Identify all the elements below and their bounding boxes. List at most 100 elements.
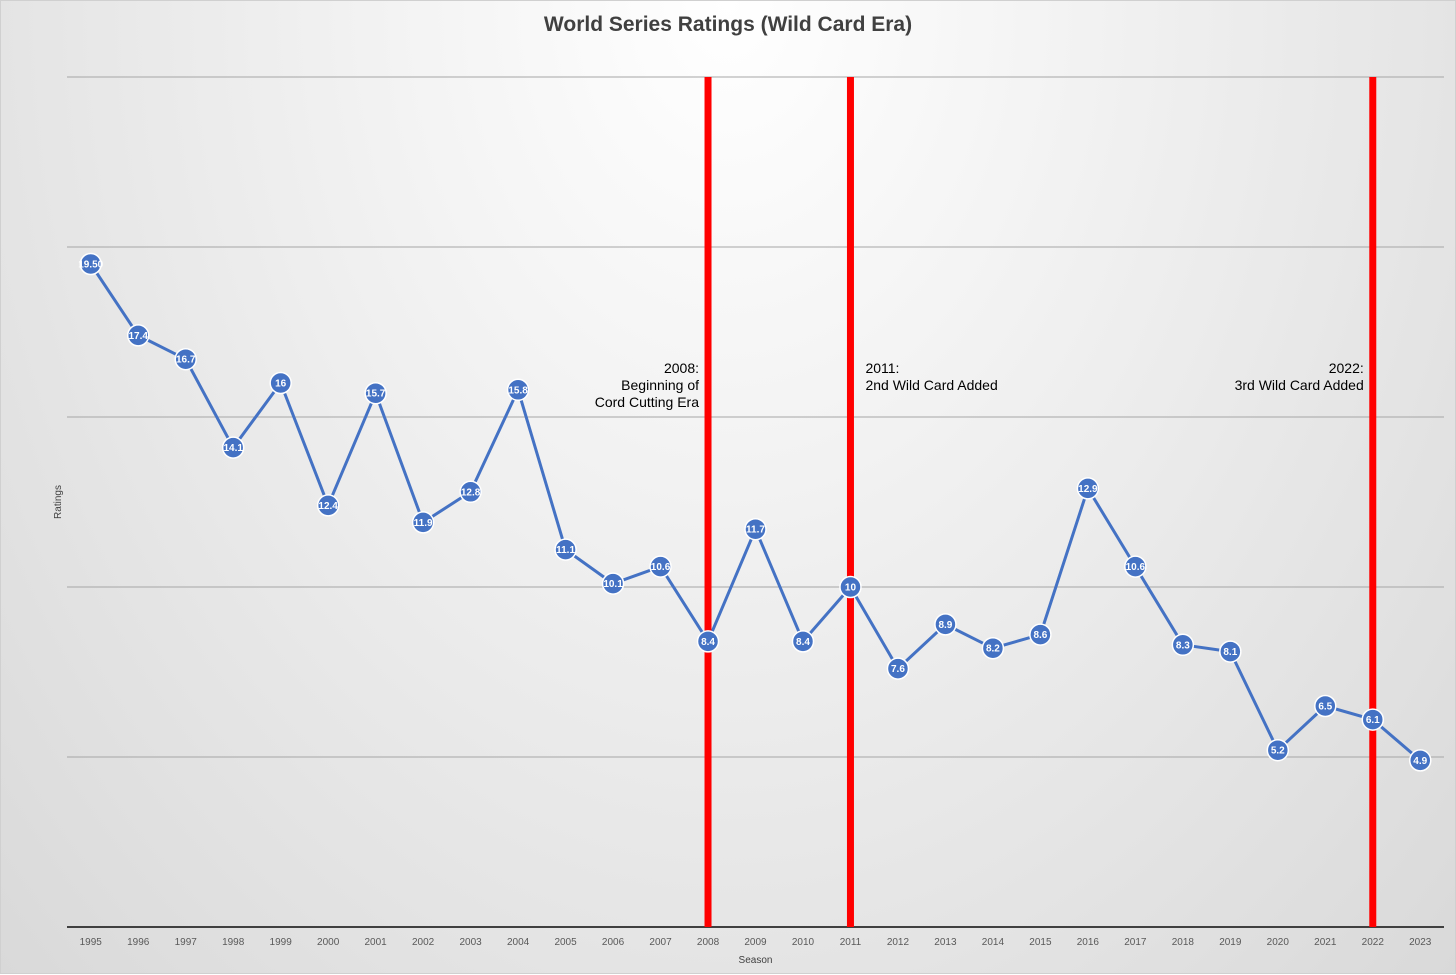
data-label: 8.3	[1176, 640, 1190, 651]
data-label: 11.7	[746, 525, 765, 536]
data-point: 11.9	[411, 511, 435, 534]
data-label: 8.2	[986, 644, 1000, 655]
data-point: 8.4	[696, 630, 720, 653]
data-label: 14.1	[223, 443, 243, 454]
marker-annotation: 2008: Beginning of Cord Cutting Era	[595, 360, 699, 410]
annotations: 2008: Beginning of Cord Cutting Era 2011: 2n…	[595, 360, 1364, 410]
marker-annotation: 2011: 2nd Wild Card Added	[865, 360, 997, 393]
data-point: 15.7	[364, 381, 387, 405]
data-point: 8.4	[791, 630, 815, 653]
data-point-marker	[649, 555, 672, 578]
data-point-marker	[1029, 623, 1052, 646]
data-point: 11.1	[554, 538, 577, 561]
data-point-marker	[1124, 555, 1147, 578]
x-tick-label: 1996	[127, 937, 150, 948]
x-tick-label: 2017	[1124, 937, 1147, 948]
x-axis-title: Season	[739, 955, 773, 966]
x-tick-label: 2007	[649, 937, 672, 948]
x-tick-label: 2015	[1029, 937, 1052, 948]
data-point-marker	[506, 378, 530, 402]
data-point-marker	[221, 436, 245, 459]
data-point-marker	[696, 630, 720, 653]
x-tick-label: 2014	[982, 937, 1005, 948]
data-point: 10	[839, 575, 862, 599]
data-point-marker	[174, 347, 197, 371]
x-tick-label: 2016	[1077, 937, 1100, 948]
data-point-marker	[126, 324, 150, 347]
data-label: 8.4	[796, 637, 810, 648]
x-tick-label: 2012	[887, 937, 910, 948]
x-tick-label: 2002	[412, 937, 435, 948]
chart-title: World Series Ratings (Wild Card Era)	[543, 13, 913, 36]
data-point-marker	[1076, 477, 1100, 500]
data-point: 11.7	[744, 517, 767, 541]
x-tick-label: 2023	[1409, 937, 1432, 948]
x-tick-label: 2020	[1267, 937, 1290, 948]
data-label: 12.4	[318, 501, 338, 512]
data-point-marker	[1314, 694, 1337, 718]
data-point: 5.2	[1266, 738, 1290, 762]
data-point-marker	[601, 572, 625, 595]
data-point: 14.1	[221, 436, 245, 459]
data-label: 4.9	[1413, 756, 1427, 767]
data-label: 8.6	[1033, 630, 1047, 641]
x-tick-label: 2005	[554, 937, 577, 948]
data-point: 19.50	[78, 252, 104, 276]
data-point: 10.6	[649, 555, 672, 578]
data-label: 6.1	[1366, 715, 1380, 726]
data-point-marker	[1171, 633, 1195, 657]
data-point: 8.1	[1219, 640, 1242, 663]
data-label: 8.1	[1223, 647, 1237, 658]
data-label: 8.4	[701, 637, 715, 648]
marker-annotation: 2022: 3rd Wild Card Added	[1235, 360, 1364, 393]
x-tick-label: 2018	[1172, 937, 1195, 948]
vertical-markers	[704, 77, 1377, 927]
data-points: 19.50 17.4 16.7 14.1 16 12.4 15.7 11.9 12.8 15.8 1…	[78, 252, 1432, 772]
data-point-marker	[839, 575, 862, 599]
gridlines	[67, 76, 1444, 758]
data-label: 12.8	[461, 487, 481, 498]
y-axis-title: Ratings	[53, 485, 64, 519]
data-point: 8.2	[981, 636, 1005, 660]
data-point: 12.4	[316, 494, 340, 517]
data-label: 5.2	[1271, 746, 1285, 757]
data-point: 7.6	[886, 657, 910, 680]
x-tick-label: 2006	[602, 937, 625, 948]
data-point: 10.6	[1124, 555, 1147, 578]
data-point: 15.8	[506, 378, 530, 402]
x-tick-label: 2004	[507, 937, 530, 948]
data-point-marker	[886, 657, 910, 680]
data-point-marker	[554, 538, 577, 561]
data-label: 15.8	[508, 385, 528, 396]
data-label: 19.50	[78, 260, 103, 271]
data-point-marker	[934, 613, 957, 636]
data-point-marker	[316, 494, 340, 517]
data-point-marker	[1409, 749, 1432, 772]
data-point: 8.9	[934, 613, 957, 636]
data-label: 8.9	[938, 620, 952, 631]
x-tick-label: 2010	[792, 937, 815, 948]
data-point-marker	[744, 517, 767, 541]
data-point-marker	[364, 381, 387, 405]
data-point: 4.9	[1409, 749, 1432, 772]
series-line	[89, 263, 1422, 762]
data-point: 6.1	[1361, 708, 1385, 731]
x-tick-label: 1999	[270, 937, 293, 948]
data-label: 11.1	[556, 545, 575, 556]
data-label: 10.6	[1126, 562, 1146, 573]
data-point-marker	[1266, 738, 1290, 762]
data-label: 16.7	[176, 355, 196, 366]
data-point: 12.8	[459, 480, 482, 504]
x-tick-label: 2009	[744, 937, 767, 948]
data-point: 6.5	[1314, 694, 1337, 718]
x-tick-label: 2021	[1314, 937, 1337, 948]
x-tick-label: 2022	[1362, 937, 1385, 948]
data-point: 8.6	[1029, 623, 1052, 646]
x-tick-label: 2013	[934, 937, 957, 948]
data-label: 11.9	[414, 518, 433, 529]
data-label: 6.5	[1318, 702, 1332, 713]
x-tick-label: 2001	[365, 937, 388, 948]
data-label: 10	[845, 583, 857, 594]
data-point: 17.4	[126, 324, 150, 347]
